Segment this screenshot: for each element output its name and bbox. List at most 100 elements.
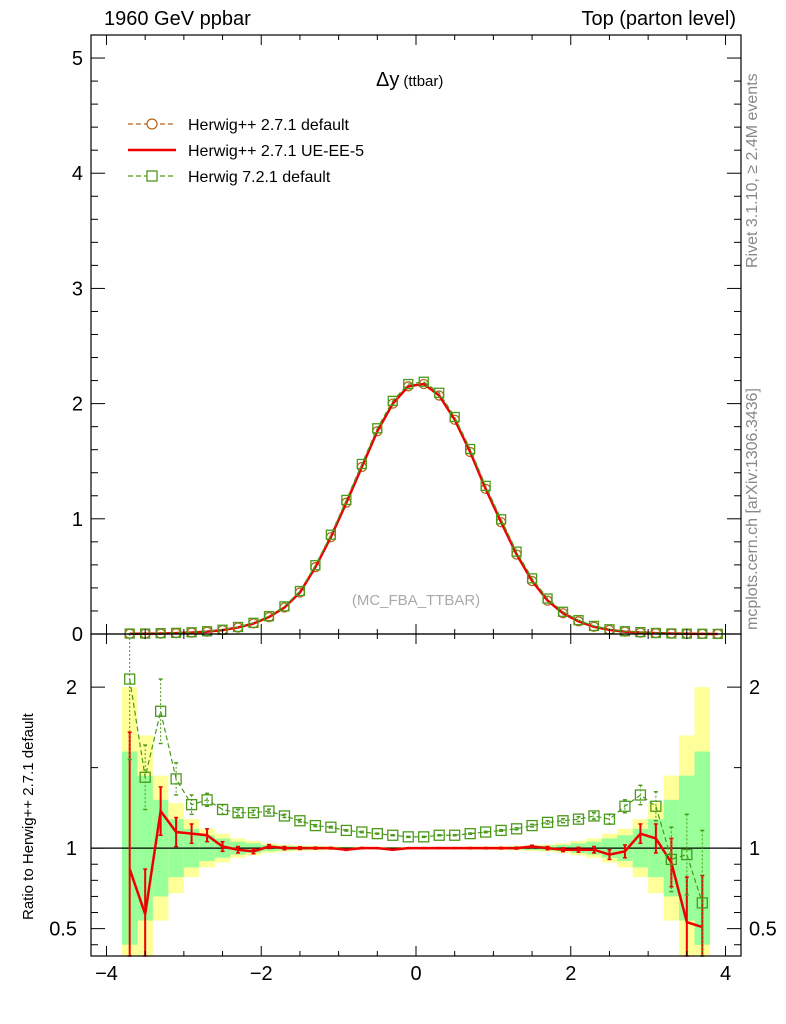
ratio-point-square (170, 773, 182, 785)
main-point-square (650, 627, 662, 639)
header-right: Top (parton level) (581, 8, 736, 30)
ratio-point-square (681, 848, 693, 861)
x-tick-label: 4 (720, 963, 731, 985)
main-point-square (341, 494, 352, 506)
ratio-point-square (325, 821, 337, 833)
ratio-y-tick-label-left: 1 (66, 838, 77, 860)
legend-marker-square (146, 170, 158, 182)
ratio-point-square (526, 819, 538, 832)
ratio-point-square (294, 815, 306, 827)
main-point-square (170, 627, 182, 638)
analysis-watermark: (MC_FBA_TTBAR) (352, 592, 480, 609)
ratio-point-square (356, 826, 368, 838)
main-point-square (201, 626, 213, 637)
ratio-y-tick-label-left: 0.5 (49, 919, 77, 941)
main-point-square (449, 411, 460, 423)
ratio-point-square (619, 800, 631, 812)
ratio-point-square (510, 823, 523, 835)
ratio-point-square (479, 826, 492, 838)
x-tick-label: −4 (95, 963, 118, 985)
legend-label-1: Herwig++ 2.7.1 UE-EE-5 (188, 143, 364, 160)
main-point-square (294, 585, 306, 597)
ratio-point-square (124, 673, 136, 685)
main-point-square (588, 620, 600, 632)
ratio-point-square (433, 829, 445, 841)
header-left: 1960 GeV ppbar (104, 8, 251, 30)
main-point-square (480, 480, 491, 492)
main-point-square (155, 628, 166, 639)
main-point-square (356, 458, 367, 470)
ratio-point-square (232, 807, 244, 819)
ratio-point-square (278, 810, 291, 822)
ratio-point-square (665, 853, 678, 866)
ratio-y-tick-label-right: 1 (749, 838, 760, 860)
main-point-square (635, 627, 646, 638)
ratio-point-square (263, 805, 275, 817)
ratio-point-square (541, 816, 554, 829)
ratio-point-square (154, 705, 167, 717)
ratio-point-square (557, 815, 569, 827)
ratio-point-square (650, 800, 662, 812)
main-point-square (372, 423, 383, 434)
x-tick-label: 0 (410, 963, 421, 985)
main-y-tick-label: 0 (72, 624, 83, 646)
ratio-point-square (139, 771, 151, 783)
ratio-point-square (402, 831, 414, 843)
main-point-square (465, 443, 476, 455)
ratio-y-tick-label-right: 2 (749, 677, 760, 699)
main-point-square (511, 546, 522, 557)
ratio-point-square (696, 897, 708, 909)
ratio-point-square (603, 813, 616, 825)
main-point-square (186, 627, 197, 638)
main-y-tick-label: 5 (72, 48, 83, 70)
main-y-tick-label: 2 (72, 394, 83, 416)
legend-marker-circle (146, 118, 158, 130)
ratio-point-square (247, 807, 260, 819)
legend-label-2: Herwig 7.2.1 default (188, 169, 331, 186)
main-point-square (526, 573, 538, 584)
main-point-square (542, 593, 553, 604)
ratio-point-square (371, 827, 383, 840)
main-point-square (573, 615, 584, 626)
main-point-square (495, 514, 507, 525)
x-tick-label: −2 (250, 963, 273, 985)
main-point-square (403, 378, 414, 390)
ratio-frame (90, 633, 742, 957)
ratio-series-line-0 (128, 807, 703, 929)
ratio-point-square (309, 819, 322, 832)
main-point-square (263, 610, 275, 622)
main-series-line-2 (129, 381, 718, 635)
chart-title: Δy (ttbar) (376, 69, 443, 91)
x-tick-label: 2 (565, 963, 576, 985)
ratio-point-square (464, 827, 476, 840)
main-y-tick-label: 3 (72, 278, 83, 300)
ratio-point-square (495, 824, 507, 837)
ratio-y-tick-label-right: 0.5 (749, 919, 777, 941)
main-y-tick-label: 1 (72, 509, 83, 531)
main-point-square (325, 529, 337, 540)
legend-label-0: Herwig++ 2.7.1 default (188, 117, 350, 134)
main-point-square (557, 606, 569, 617)
main-point-square (387, 395, 398, 407)
ratio-point-square (449, 829, 461, 841)
ratio-point-square (201, 794, 213, 806)
ratio-point-square (634, 789, 647, 801)
main-point-square (434, 387, 445, 398)
ratio-point-square (572, 813, 585, 825)
ratio-point-square (588, 810, 600, 822)
ratio-point-square (418, 831, 430, 843)
main-point-square (418, 376, 429, 387)
main-point-square (310, 560, 321, 571)
ratio-y-tick-label-left: 2 (66, 677, 77, 699)
ratio-point-square (340, 824, 353, 837)
ratio-point-square (216, 803, 229, 816)
ratio-point-square (387, 829, 399, 841)
main-y-tick-label: 4 (72, 163, 83, 185)
main-point-square (232, 621, 244, 633)
main-point-square (279, 601, 290, 612)
ratio-point-square (185, 799, 198, 811)
main-point-square (619, 626, 631, 637)
ratio-series-line-1 (129, 678, 703, 904)
main-point-square (248, 617, 259, 628)
